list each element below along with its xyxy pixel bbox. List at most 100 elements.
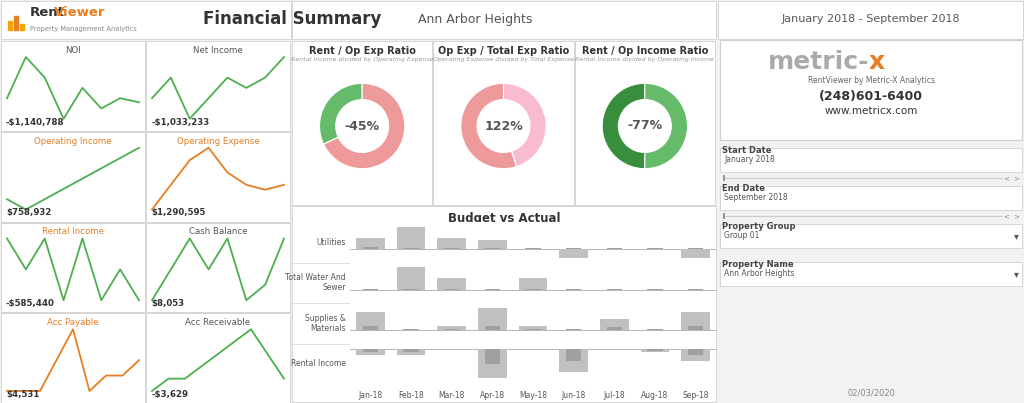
Bar <box>484 248 500 249</box>
Bar <box>356 349 385 355</box>
Text: -10K: -10K <box>352 376 367 381</box>
Text: >: > <box>1013 213 1019 219</box>
Text: 5K: 5K <box>352 276 360 281</box>
Text: Utilities: Utilities <box>316 238 346 247</box>
FancyBboxPatch shape <box>720 262 1022 286</box>
Bar <box>566 349 582 361</box>
FancyBboxPatch shape <box>146 132 290 222</box>
Wedge shape <box>645 83 687 169</box>
Bar <box>600 319 629 330</box>
Text: Cash Balance: Cash Balance <box>188 228 247 237</box>
Bar <box>403 329 419 330</box>
Bar <box>437 238 466 249</box>
Bar <box>688 248 703 249</box>
FancyBboxPatch shape <box>718 1 1023 39</box>
Text: -5K: -5K <box>352 361 362 366</box>
Bar <box>396 267 425 289</box>
Text: 0K: 0K <box>352 247 360 251</box>
Text: Property Group: Property Group <box>722 222 796 231</box>
Bar <box>525 248 541 249</box>
Text: Property Name: Property Name <box>722 260 794 269</box>
Text: Group 01: Group 01 <box>724 231 760 241</box>
FancyBboxPatch shape <box>146 222 290 312</box>
Wedge shape <box>319 83 362 144</box>
Text: 0K: 0K <box>352 328 360 332</box>
Bar <box>641 349 670 352</box>
FancyBboxPatch shape <box>1 1 291 39</box>
Bar <box>559 249 588 258</box>
Text: Mar-18: Mar-18 <box>438 391 465 400</box>
Bar <box>525 329 541 330</box>
Text: 5K: 5K <box>352 316 360 321</box>
Text: Rental Income: Rental Income <box>291 359 346 368</box>
Bar <box>403 349 419 352</box>
Text: <: < <box>1004 175 1009 181</box>
Text: $1,290,595: $1,290,595 <box>151 208 206 218</box>
Text: >: > <box>1013 175 1019 181</box>
Text: January 2018 - September 2018: January 2018 - September 2018 <box>781 14 961 24</box>
Bar <box>484 349 500 364</box>
Text: -5K: -5K <box>352 339 362 344</box>
Text: 10K: 10K <box>352 264 364 270</box>
Bar <box>681 312 710 330</box>
Text: Apr-18: Apr-18 <box>480 391 505 400</box>
Text: Acc Payable: Acc Payable <box>47 318 98 327</box>
Text: 02/03/2020: 02/03/2020 <box>847 388 895 397</box>
FancyBboxPatch shape <box>1 132 145 222</box>
Bar <box>396 349 425 355</box>
Text: Financial Summary: Financial Summary <box>203 10 381 28</box>
Text: $758,932: $758,932 <box>6 208 51 218</box>
FancyBboxPatch shape <box>146 313 290 403</box>
Text: www.metricx.com: www.metricx.com <box>824 106 918 116</box>
Text: -5K: -5K <box>352 298 362 303</box>
Bar <box>362 326 378 330</box>
Text: Op Exp / Total Exp Ratio: Op Exp / Total Exp Ratio <box>438 46 569 56</box>
Bar <box>566 248 582 249</box>
FancyBboxPatch shape <box>292 206 716 402</box>
Text: RentViewer by Metric-X Analytics: RentViewer by Metric-X Analytics <box>808 76 935 85</box>
Wedge shape <box>504 83 546 166</box>
Text: Supplies &
Materials: Supplies & Materials <box>305 314 346 333</box>
Text: Rent / Op Exp Ratio: Rent / Op Exp Ratio <box>308 46 416 56</box>
Bar <box>362 247 378 249</box>
FancyBboxPatch shape <box>292 41 432 205</box>
FancyBboxPatch shape <box>1 41 145 131</box>
Bar <box>606 326 623 330</box>
Text: Sep-18: Sep-18 <box>682 391 709 400</box>
Bar <box>647 349 663 351</box>
Text: -$3,629: -$3,629 <box>151 390 188 399</box>
Text: Ann Arbor Heights: Ann Arbor Heights <box>724 270 795 278</box>
Text: Jul-18: Jul-18 <box>603 391 625 400</box>
Text: Rental Income divided by Operating Income: Rental Income divided by Operating Incom… <box>575 57 715 62</box>
Text: Jun-18: Jun-18 <box>561 391 586 400</box>
Text: Viewer: Viewer <box>54 6 105 19</box>
FancyBboxPatch shape <box>720 186 1022 210</box>
Bar <box>356 312 385 330</box>
Bar <box>519 278 547 289</box>
Text: Feb-18: Feb-18 <box>398 391 424 400</box>
Text: -77%: -77% <box>628 120 663 133</box>
Bar <box>396 226 425 249</box>
Text: Budget vs Actual: Budget vs Actual <box>447 212 560 225</box>
Text: -$585,440: -$585,440 <box>6 299 55 308</box>
Text: End Date: End Date <box>722 184 765 193</box>
Text: Jan-18: Jan-18 <box>358 391 382 400</box>
Text: Operating Expense divided by Total Expense: Operating Expense divided by Total Expen… <box>433 57 574 62</box>
Bar <box>681 349 710 361</box>
FancyBboxPatch shape <box>574 41 715 205</box>
Text: ▾: ▾ <box>1014 269 1019 279</box>
FancyBboxPatch shape <box>146 41 290 131</box>
Bar <box>478 307 507 330</box>
Bar <box>478 349 507 378</box>
Text: (248)601-6400: (248)601-6400 <box>819 90 923 103</box>
Text: January 2018: January 2018 <box>724 156 775 164</box>
Text: Rent / Op Income Ratio: Rent / Op Income Ratio <box>582 46 708 56</box>
Text: 0K: 0K <box>352 287 360 292</box>
Text: <: < <box>1004 213 1009 219</box>
Text: Start Date: Start Date <box>722 146 771 155</box>
Text: -$1,140,788: -$1,140,788 <box>6 118 65 127</box>
Bar <box>478 240 507 249</box>
Text: Total Water And
Sewer: Total Water And Sewer <box>286 273 346 293</box>
Text: -5K: -5K <box>352 258 362 263</box>
Text: Property Management Analytics: Property Management Analytics <box>30 25 137 31</box>
